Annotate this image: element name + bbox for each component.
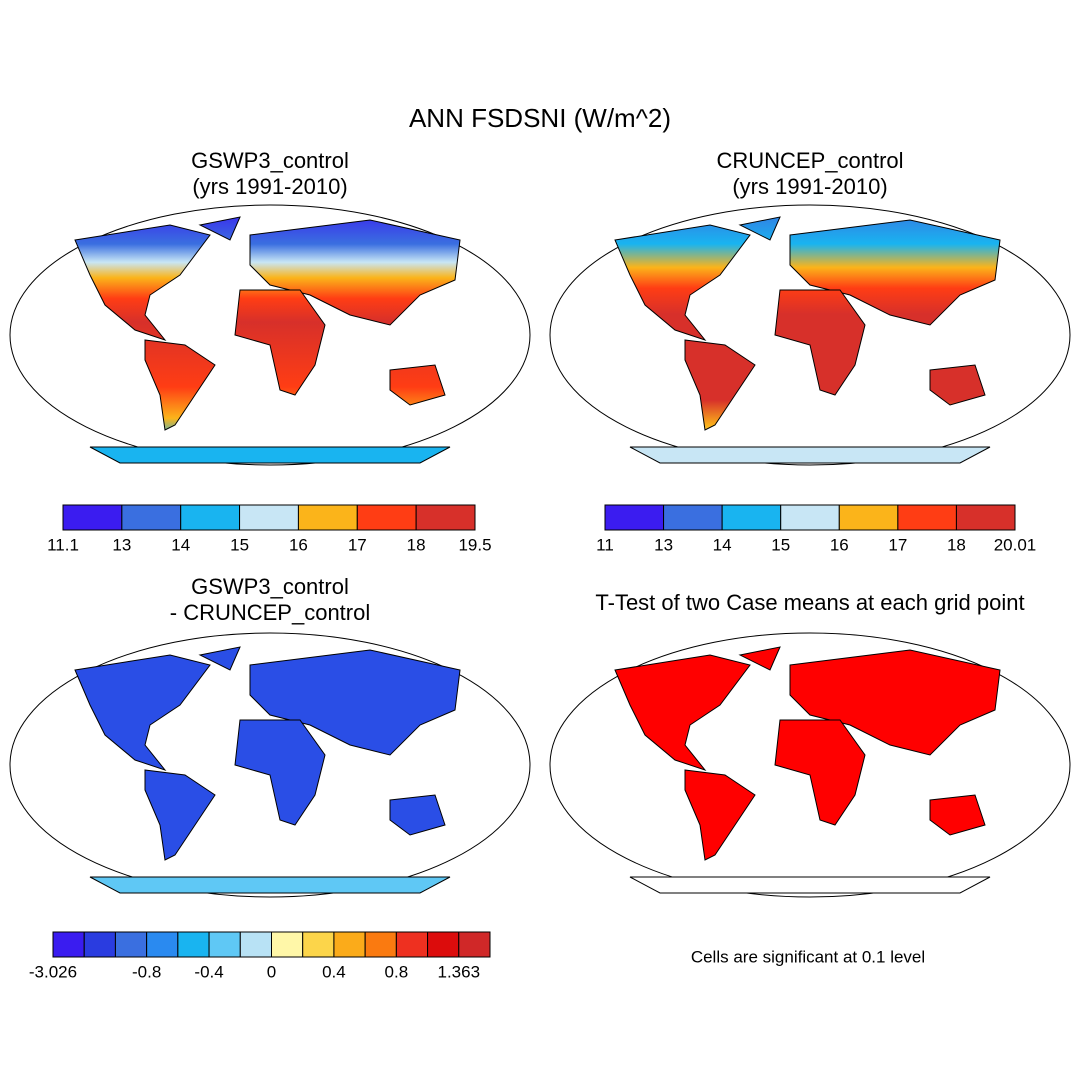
colorbar-box [897, 504, 957, 531]
colorbar-label: 14 [171, 535, 190, 554]
colorbar-box [208, 931, 241, 958]
colorbar-label: 0.8 [385, 962, 409, 981]
colorbar-label: -0.4 [194, 962, 223, 981]
panel-title: CRUNCEP_control [716, 148, 903, 173]
colorbar-box [146, 931, 179, 958]
colorbar-box [52, 931, 85, 958]
panel-title: GSWP3_control [191, 574, 349, 599]
colorbar-label: 18 [947, 535, 966, 554]
map [549, 632, 1071, 898]
colorbar-box [239, 931, 273, 958]
colorbar-label: 18 [407, 535, 426, 554]
colorbar-label: 17 [888, 535, 907, 554]
colorbar-box [458, 931, 491, 958]
colorbar-box [302, 931, 335, 958]
panel-title: (yrs 1991-2010) [192, 174, 347, 199]
colorbar-box [121, 504, 182, 531]
note: Cells are significant at 0.1 level [691, 947, 925, 966]
colorbar-box [114, 931, 148, 958]
colorbar-label: 14 [713, 535, 732, 554]
panel-title: GSWP3_control [191, 148, 349, 173]
colorbar-box [271, 931, 304, 958]
colorbar-label: 13 [654, 535, 673, 554]
map [9, 632, 531, 898]
colorbar-box [838, 504, 899, 531]
colorbar-label: 17 [348, 535, 367, 554]
colorbar-label: 0 [267, 962, 276, 981]
colorbar-box [62, 504, 123, 531]
panel-title: (yrs 1991-2010) [732, 174, 887, 199]
colorbar-box [356, 504, 417, 531]
colorbar-box [780, 504, 840, 531]
panel-title: T-Test of two Case means at each grid po… [595, 590, 1024, 615]
colorbar-box [333, 931, 366, 958]
colorbar-box [415, 504, 476, 531]
colorbar-label: 13 [112, 535, 131, 554]
colorbar-label: 11 [596, 535, 614, 554]
colorbar-label: 19.5 [458, 535, 491, 554]
map [549, 204, 1071, 466]
colorbar-label: 20.01 [994, 535, 1037, 554]
colorbar-box [180, 504, 241, 531]
colorbar-box [427, 931, 460, 958]
colorbar-box [721, 504, 782, 531]
colorbar-box [955, 504, 1016, 531]
colorbar-box [239, 504, 299, 531]
colorbar-label: 1.363 [438, 962, 481, 981]
colorbar-label: -3.026 [29, 962, 77, 981]
colorbar-label: 11.1 [47, 535, 79, 554]
panel-title: - CRUNCEP_control [170, 600, 371, 625]
colorbar-box [364, 931, 397, 958]
colorbar-label: 16 [289, 535, 308, 554]
colorbar-label: 0.4 [322, 962, 346, 981]
colorbar-box [395, 931, 429, 958]
colorbar-box [297, 504, 358, 531]
figure-title: ANN FSDSNI (W/m^2) [409, 103, 671, 133]
colorbar-label: 15 [230, 535, 249, 554]
colorbar-box [604, 504, 665, 531]
colorbar-label: 16 [830, 535, 849, 554]
colorbar-box [83, 931, 116, 958]
colorbar-label: 15 [771, 535, 790, 554]
colorbar-box [177, 931, 210, 958]
map [9, 204, 531, 466]
colorbar-box [663, 504, 723, 531]
colorbar-label: -0.8 [132, 962, 161, 981]
